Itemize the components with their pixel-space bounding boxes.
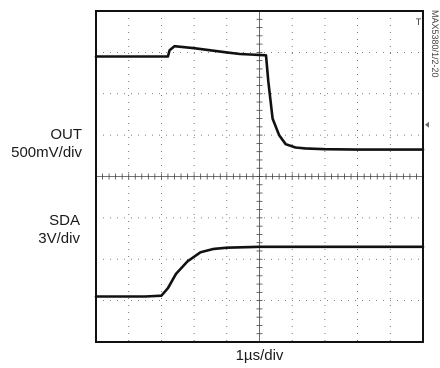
channel-marker-icon (425, 121, 429, 128)
plot-frame (95, 10, 424, 343)
traces (94, 44, 429, 298)
out-channel-name: OUT (50, 126, 82, 143)
trace-sda (94, 245, 425, 298)
sda-channel-scale: 3V/div (38, 230, 80, 247)
graticule (95, 10, 424, 343)
trigger-marker-icon: T (415, 17, 422, 27)
sda-channel-name: SDA (49, 212, 80, 229)
x-axis-label: 1µs/div (235, 347, 284, 364)
sda-channel-label: SDA 3V/div (0, 212, 80, 248)
out-channel-scale: 500mV/div (11, 144, 82, 161)
out-channel-label: OUT 500mV/div (0, 126, 82, 162)
trace-out (94, 44, 425, 151)
figure-id: MAX5380/1/2-20 (430, 10, 440, 78)
